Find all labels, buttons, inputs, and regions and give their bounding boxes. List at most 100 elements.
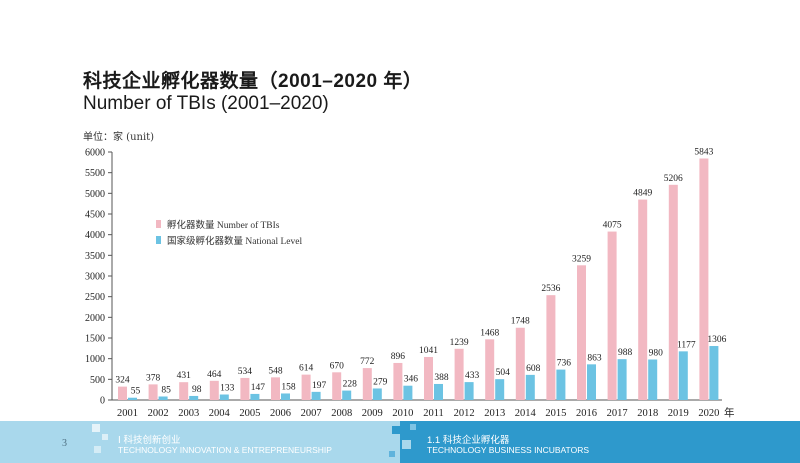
x-tick-label-2017: 2017: [607, 408, 628, 419]
x-tick-label-2011: 2011: [423, 408, 444, 419]
bar-tbi-2011: [424, 356, 433, 400]
bar-national-2012: [464, 382, 474, 400]
x-tick-label-2001: 2001: [117, 408, 138, 419]
data-label-tbi-2010: 896: [391, 352, 406, 362]
x-tick-label-2002: 2002: [148, 408, 169, 419]
bar-tbi-2012: [454, 348, 464, 400]
x-tick-label-2009: 2009: [362, 408, 383, 419]
legend-label-national: 国家级孵化器数量 National Level: [167, 235, 302, 247]
bar-national-2015: [556, 369, 566, 400]
x-tick-label-2008: 2008: [331, 408, 352, 419]
footer-left-panel: [0, 421, 400, 463]
footer-right-panel: [400, 421, 800, 463]
bar-national-2003: [189, 395, 199, 400]
data-label-tbi-2004: 464: [207, 370, 222, 380]
x-tick-label-2019: 2019: [668, 408, 689, 419]
decor-square-4: [392, 426, 400, 434]
bar-tbi-2005: [240, 377, 250, 400]
y-tick-label: 4000: [85, 230, 105, 241]
x-tick-label-2010: 2010: [392, 408, 413, 419]
bar-national-2001: [128, 397, 137, 400]
bar-tbi-2010: [393, 362, 403, 400]
legend-swatch-tbi: [156, 220, 161, 228]
x-tick-label-2015: 2015: [545, 408, 566, 419]
bar-tbi-2015: [546, 295, 556, 400]
bar-tbi-2008: [332, 372, 342, 400]
chart-title-zh: 科技企业孵化器数量（2001–2020 年）: [83, 71, 423, 92]
decor-square-6: [410, 424, 416, 430]
data-label-tbi-2008: 670: [330, 361, 345, 371]
x-tick-label-2003: 2003: [178, 408, 199, 419]
data-label-tbi-2002: 378: [146, 373, 161, 383]
bar-tbi-2002: [148, 384, 158, 400]
data-label-national-2019: 1177: [677, 340, 696, 350]
x-tick-label-2007: 2007: [301, 408, 322, 419]
bar-national-2004: [219, 394, 229, 400]
y-tick-label: 500: [90, 375, 105, 386]
bar-national-2007: [311, 391, 321, 400]
y-tick-label: 3000: [85, 272, 105, 283]
bar-national-2010: [403, 385, 413, 400]
data-label-national-2007: 197: [312, 381, 327, 391]
data-label-national-2011: 388: [434, 373, 449, 383]
x-unit-label: 年: [724, 406, 735, 419]
bar-tbi-2007: [301, 374, 311, 400]
bar-tbi-2016: [577, 265, 586, 400]
data-label-tbi-2011: 1041: [419, 346, 438, 356]
y-tick-label: 0: [100, 396, 105, 407]
data-label-national-2001: 55: [131, 387, 141, 397]
decor-square-3: [94, 446, 101, 453]
decor-square-5: [402, 440, 411, 449]
bar-tbi-2020: [699, 158, 709, 400]
bar-national-2009: [372, 388, 382, 400]
y-tick-label: 2000: [85, 313, 105, 324]
x-tick-label-2006: 2006: [270, 408, 291, 419]
y-tick-label: 4500: [85, 210, 105, 221]
data-label-tbi-2020: 5843: [694, 147, 713, 157]
legend-swatch-national: [156, 236, 161, 244]
x-tick-label-2014: 2014: [515, 408, 537, 419]
bar-national-2016: [587, 364, 596, 400]
bar-national-2017: [617, 359, 627, 400]
data-label-national-2016: 863: [587, 353, 602, 363]
footer-section-title-en: TECHNOLOGY INNOVATION & ENTREPRENEURSHIP: [118, 445, 332, 455]
data-label-tbi-2006: 548: [268, 366, 283, 376]
bar-national-2006: [281, 393, 290, 400]
x-tick-label-2020: 2020: [698, 408, 719, 419]
data-label-tbi-2007: 614: [299, 364, 314, 374]
data-label-national-2003: 98: [192, 385, 202, 395]
data-label-tbi-2017: 4075: [603, 221, 622, 231]
bar-national-2005: [250, 393, 260, 400]
bar-tbi-2004: [209, 380, 219, 400]
y-tick-label: 6000: [85, 148, 105, 159]
y-tick-label: 1500: [85, 334, 105, 345]
bar-national-2011: [434, 383, 443, 400]
bar-tbi-2019: [668, 184, 678, 400]
bar-national-2018: [648, 359, 658, 400]
data-label-tbi-2019: 5206: [664, 174, 683, 184]
y-tick-label: 5000: [85, 189, 105, 200]
chart-title-en: Number of TBIs (2001–2020): [83, 93, 329, 114]
data-label-national-2015: 736: [557, 359, 572, 369]
data-label-national-2009: 279: [373, 377, 388, 387]
bar-national-2013: [495, 379, 505, 400]
y-tick-label: 5500: [85, 168, 105, 179]
bar-national-2019: [678, 351, 688, 400]
bar-chart: 0 500 1000 1500 2000 2500 3000 3500 4000 4500 5000…: [85, 147, 735, 419]
bar-tbi-2006: [271, 377, 280, 400]
data-label-national-2020: 1306: [707, 335, 726, 345]
unit-label: 单位：家 (unit): [83, 132, 155, 143]
footer-subsection-title-en: TECHNOLOGY BUSINESS INCUBATORS: [427, 445, 590, 455]
y-tick-label: 2500: [85, 292, 105, 303]
data-label-national-2004: 133: [220, 384, 235, 394]
bar-national-2002: [158, 396, 168, 400]
data-label-national-2014: 608: [526, 364, 541, 374]
bar-tbi-2013: [485, 339, 495, 400]
x-tick-label-2016: 2016: [576, 408, 597, 419]
data-label-national-2010: 346: [404, 375, 419, 385]
bar-tbi-2017: [607, 231, 617, 400]
data-label-tbi-2009: 772: [360, 357, 375, 367]
decor-square-2: [102, 434, 108, 440]
data-label-national-2002: 85: [161, 385, 171, 395]
x-tick-label-2018: 2018: [637, 408, 658, 419]
